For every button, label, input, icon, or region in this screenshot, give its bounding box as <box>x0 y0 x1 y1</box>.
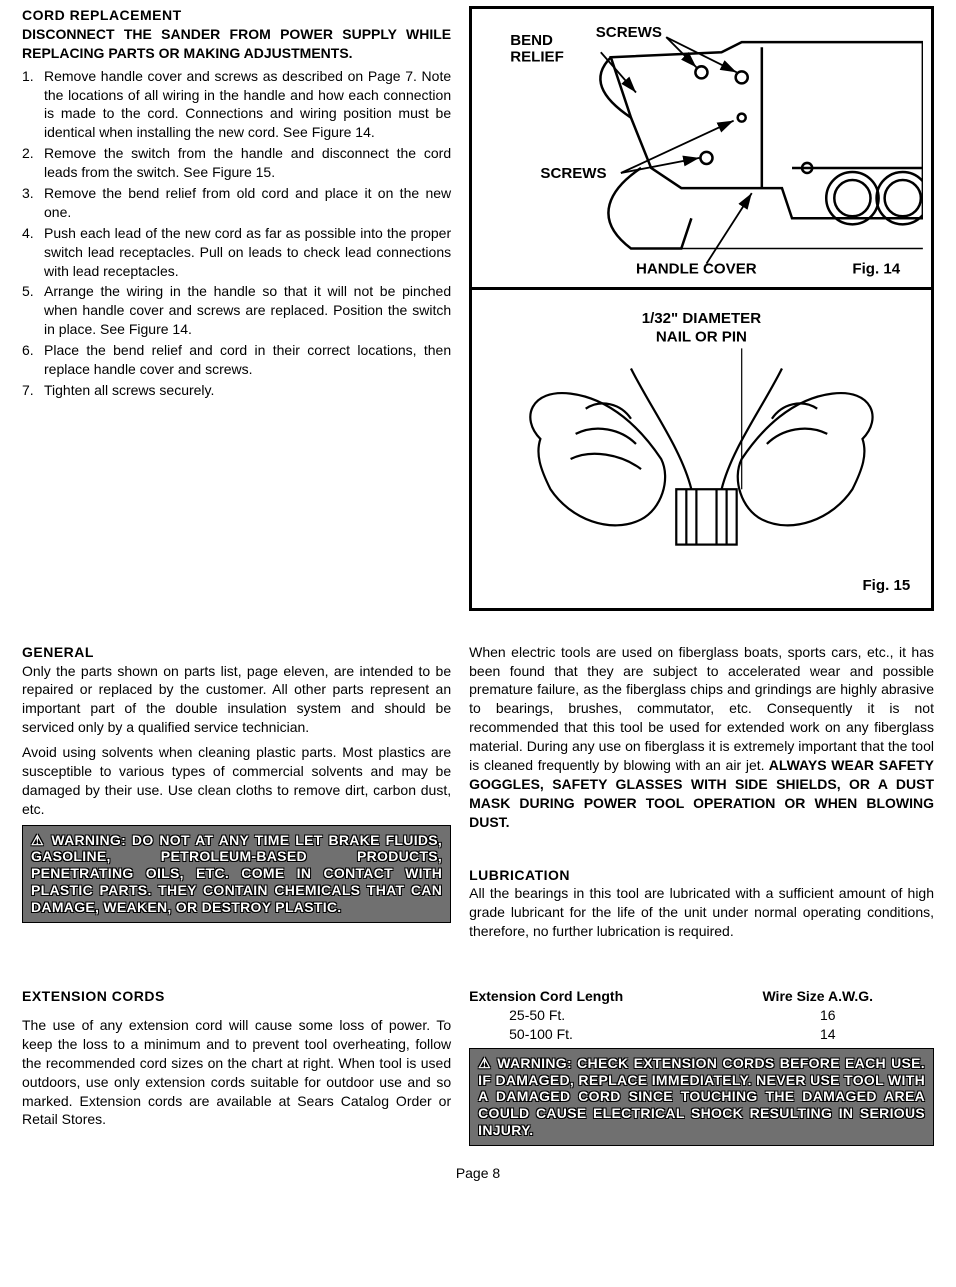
step-num: 7. <box>22 381 44 400</box>
td-awg: 14 <box>722 1025 934 1044</box>
step-7: 7.Tighten all screws securely. <box>22 381 451 400</box>
th-length: Extension Cord Length <box>469 987 701 1006</box>
fiberglass-para: When electric tools are used on fibergla… <box>469 643 934 832</box>
extcord-warning: ⚠ WARNING: CHECK EXTENSION CORDS BEFORE … <box>469 1048 934 1146</box>
step-6: 6.Place the bend relief and cord in thei… <box>22 341 451 379</box>
general-p2: Avoid using solvents when cleaning plast… <box>22 743 451 819</box>
step-text: Remove the bend relief from old cord and… <box>44 184 451 222</box>
fiberglass-text: When electric tools are used on fibergla… <box>469 644 934 773</box>
fig14-caption: Fig. 14 <box>853 261 901 278</box>
cord-disconnect-warning: DISCONNECT THE SANDER FROM POWER SUPPLY … <box>22 25 451 63</box>
extension-cords-section: EXTENSION CORDS The use of any extension… <box>22 987 934 1146</box>
extcords-right: Extension Cord Length Wire Size A.W.G. 2… <box>469 987 934 1146</box>
fig14-handle-cover-label: HANDLE COVER <box>636 261 757 278</box>
step-text: Remove handle cover and screws as descri… <box>44 67 451 143</box>
step-num: 3. <box>22 184 44 222</box>
step-num: 6. <box>22 341 44 379</box>
step-3: 3.Remove the bend relief from old cord a… <box>22 184 451 222</box>
plastic-warning: ⚠ WARNING: DO NOT AT ANY TIME LET BRAKE … <box>22 825 451 923</box>
step-text: Arrange the wiring in the handle so that… <box>44 282 451 339</box>
general-right: When electric tools are used on fibergla… <box>469 643 934 947</box>
figure-box: BENDRELIEF SCREWS SCREWS HANDLE COVER Fi… <box>469 6 934 611</box>
cord-heading: CORD REPLACEMENT <box>22 6 451 25</box>
general-section: GENERAL Only the parts shown on parts li… <box>22 643 934 947</box>
fig14-bend-relief-label: BENDRELIEF <box>510 32 564 65</box>
cord-replacement-column: CORD REPLACEMENT DISCONNECT THE SANDER F… <box>22 6 451 611</box>
td-length: 50-100 Ft. <box>469 1025 721 1044</box>
step-1: 1.Remove handle cover and screws as desc… <box>22 67 451 143</box>
fig15-caption: Fig. 15 <box>863 577 911 594</box>
general-heading: GENERAL <box>22 643 451 662</box>
step-text: Place the bend relief and cord in their … <box>44 341 451 379</box>
fig15-nail-line2: NAIL OR PIN <box>656 328 747 345</box>
lubrication-heading: LUBRICATION <box>469 866 934 885</box>
th-awg: Wire Size A.W.G. <box>702 987 934 1006</box>
step-4: 4.Push each lead of the new cord as far … <box>22 224 451 281</box>
step-5: 5.Arrange the wiring in the handle so th… <box>22 282 451 339</box>
step-2: 2.Remove the switch from the handle and … <box>22 144 451 182</box>
extcords-table: Extension Cord Length Wire Size A.W.G. 2… <box>469 987 934 1044</box>
figure-14-panel: BENDRELIEF SCREWS SCREWS HANDLE COVER Fi… <box>472 9 931 290</box>
table-header-row: Extension Cord Length Wire Size A.W.G. <box>469 987 934 1006</box>
step-num: 1. <box>22 67 44 143</box>
td-awg: 16 <box>722 1006 934 1025</box>
top-section: CORD REPLACEMENT DISCONNECT THE SANDER F… <box>22 6 934 611</box>
step-text: Remove the switch from the handle and di… <box>44 144 451 182</box>
extcords-heading: EXTENSION CORDS <box>22 987 451 1006</box>
cord-steps: 1.Remove handle cover and screws as desc… <box>22 67 451 400</box>
step-text: Push each lead of the new cord as far as… <box>44 224 451 281</box>
general-p1: Only the parts shown on parts list, page… <box>22 662 451 738</box>
extcords-left: EXTENSION CORDS The use of any extension… <box>22 987 451 1146</box>
table-row: 50-100 Ft. 14 <box>469 1025 934 1044</box>
figure-15-panel: 1/32" DIAMETER NAIL OR PIN <box>472 290 931 608</box>
figure-15-illustration: 1/32" DIAMETER NAIL OR PIN <box>480 298 923 600</box>
step-num: 5. <box>22 282 44 339</box>
fig14-screws-mid-label: SCREWS <box>541 165 607 182</box>
lubrication-para: All the bearings in this tool are lubric… <box>469 884 934 941</box>
general-left: GENERAL Only the parts shown on parts li… <box>22 643 451 947</box>
td-length: 25-50 Ft. <box>469 1006 721 1025</box>
extcords-para: The use of any extension cord will cause… <box>22 1016 451 1129</box>
step-num: 2. <box>22 144 44 182</box>
step-text: Tighten all screws securely. <box>44 381 451 400</box>
step-num: 4. <box>22 224 44 281</box>
fig15-nail-line1: 1/32" DIAMETER <box>642 310 762 327</box>
page-number: Page 8 <box>22 1164 934 1183</box>
figures-column: BENDRELIEF SCREWS SCREWS HANDLE COVER Fi… <box>469 6 934 611</box>
table-row: 25-50 Ft. 16 <box>469 1006 934 1025</box>
fig14-screws-top-label: SCREWS <box>596 24 662 41</box>
figure-14-illustration: BENDRELIEF SCREWS SCREWS HANDLE COVER Fi… <box>480 17 923 279</box>
